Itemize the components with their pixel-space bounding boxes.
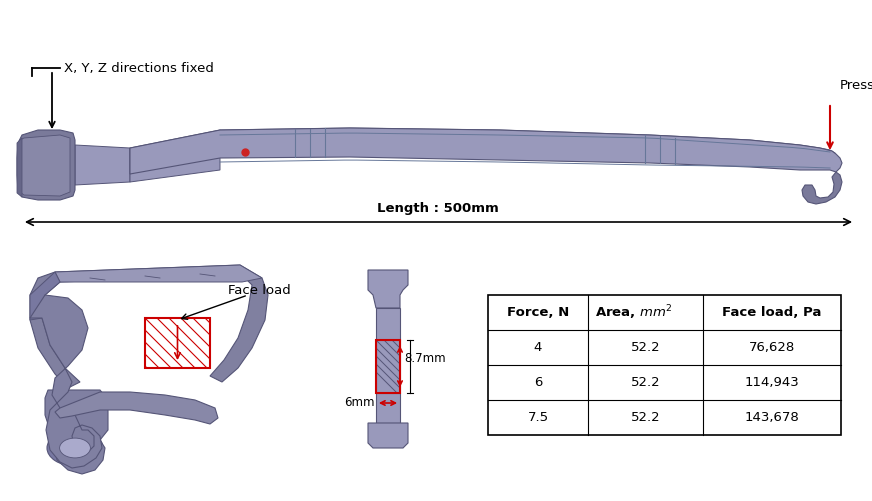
Polygon shape xyxy=(17,138,22,197)
Polygon shape xyxy=(30,272,60,320)
Bar xyxy=(376,340,400,393)
Text: 52.2: 52.2 xyxy=(630,341,660,354)
Text: 52.2: 52.2 xyxy=(630,376,660,389)
Text: 6mm: 6mm xyxy=(344,396,374,409)
Polygon shape xyxy=(376,308,400,340)
Bar xyxy=(488,295,841,435)
Polygon shape xyxy=(20,135,70,196)
Polygon shape xyxy=(130,130,220,182)
Polygon shape xyxy=(368,270,408,308)
Polygon shape xyxy=(45,390,108,474)
Text: Length : 500mm: Length : 500mm xyxy=(377,202,499,215)
Polygon shape xyxy=(376,393,400,423)
Text: Area, $\mathit{mm}^2$: Area, $\mathit{mm}^2$ xyxy=(595,303,672,322)
Text: X, Y, Z directions fixed: X, Y, Z directions fixed xyxy=(64,62,214,75)
Bar xyxy=(376,340,400,393)
Polygon shape xyxy=(55,392,218,424)
Polygon shape xyxy=(802,172,842,204)
Bar xyxy=(145,318,210,368)
Text: Force, N: Force, N xyxy=(507,306,569,319)
Text: 76,628: 76,628 xyxy=(749,341,795,354)
Text: 7.5: 7.5 xyxy=(528,411,548,424)
Ellipse shape xyxy=(47,430,103,466)
Text: 143,678: 143,678 xyxy=(745,411,800,424)
Text: 4: 4 xyxy=(534,341,542,354)
Polygon shape xyxy=(30,295,102,468)
Text: Pressure: Pressure xyxy=(840,79,872,92)
Text: Face load, Pa: Face load, Pa xyxy=(722,306,821,319)
Polygon shape xyxy=(30,265,268,388)
Text: 8.7mm: 8.7mm xyxy=(404,352,446,365)
Polygon shape xyxy=(368,423,408,448)
Text: 6: 6 xyxy=(534,376,542,389)
Ellipse shape xyxy=(59,438,91,458)
Polygon shape xyxy=(220,128,835,168)
Text: 52.2: 52.2 xyxy=(630,411,660,424)
Polygon shape xyxy=(75,145,130,185)
Text: Face load: Face load xyxy=(228,284,290,297)
Polygon shape xyxy=(130,128,842,174)
Polygon shape xyxy=(55,265,262,282)
Polygon shape xyxy=(17,130,75,200)
Text: 114,943: 114,943 xyxy=(745,376,800,389)
